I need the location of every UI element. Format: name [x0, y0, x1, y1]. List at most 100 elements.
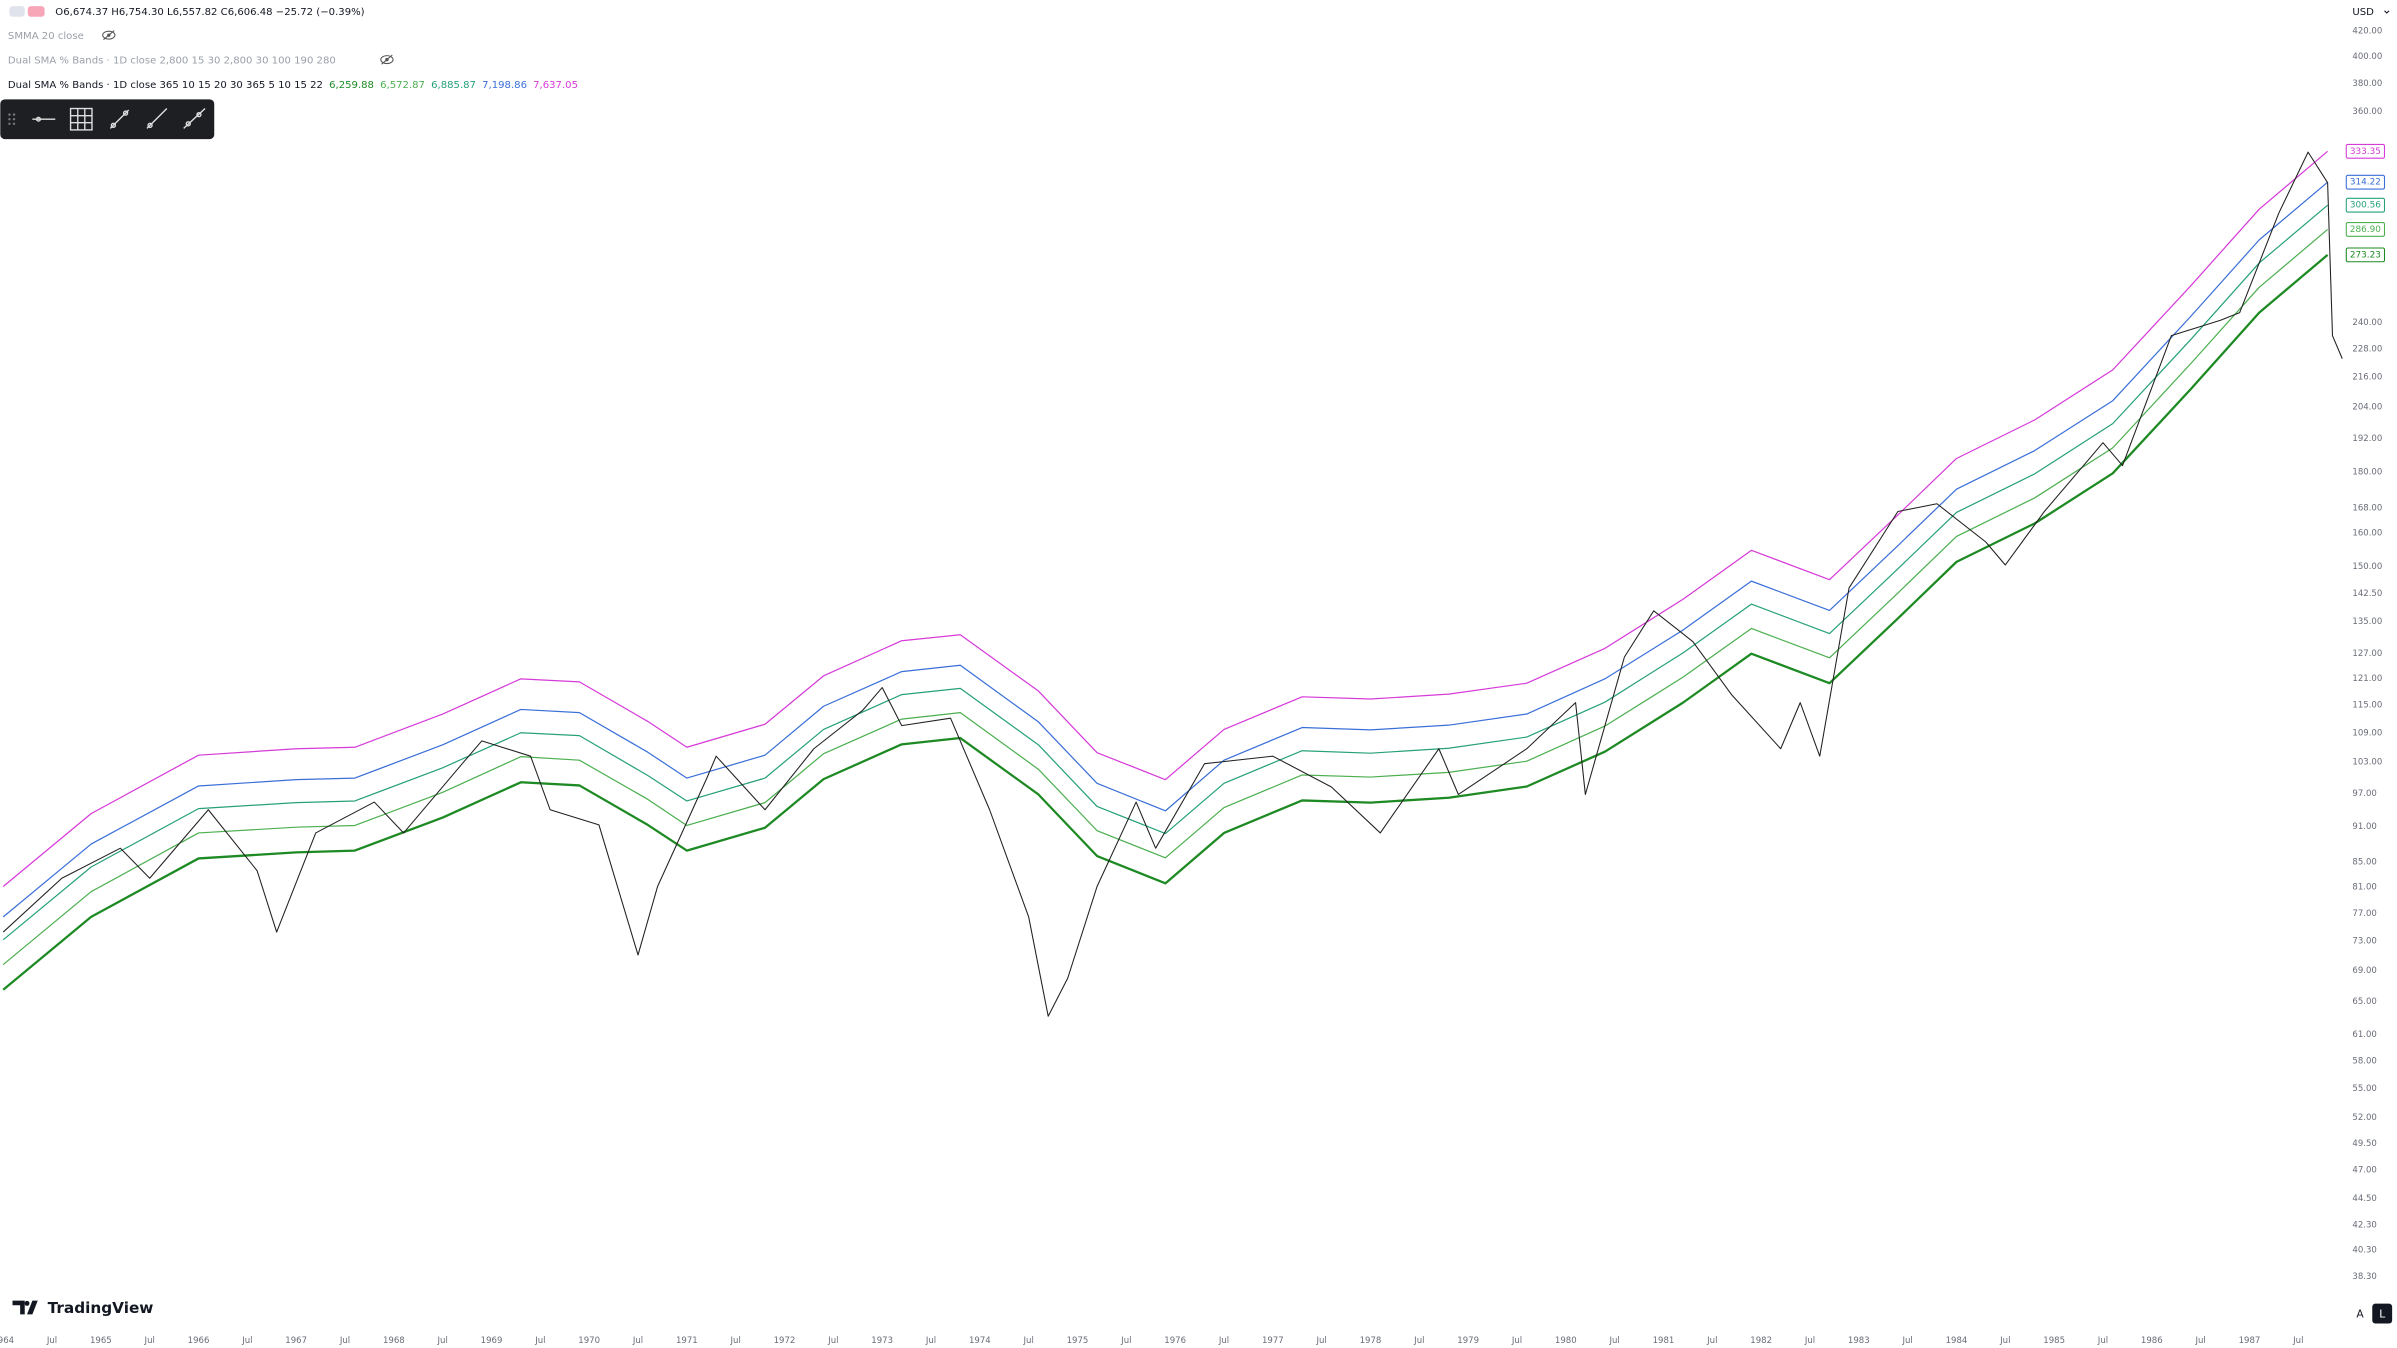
legend-value: 6,572.87 [380, 80, 425, 91]
band-line [2, 150, 2329, 887]
x-tick-label: 1986 [2141, 1336, 2163, 1346]
x-tick-label: Jul [1413, 1336, 1424, 1346]
x-tick-label: 1965 [90, 1336, 112, 1346]
y-tick-label: 109.00 [2352, 728, 2382, 738]
y-tick-label: 85.00 [2352, 858, 2376, 868]
tool-grid[interactable] [69, 107, 93, 131]
x-tick-label: 1969 [481, 1336, 503, 1346]
x-tick-label: 1981 [1653, 1336, 1675, 1346]
y-tick-label: 69.00 [2352, 966, 2376, 976]
last-value-badge [2345, 222, 2386, 237]
y-tick-label: 55.00 [2352, 1084, 2376, 1094]
last-value-badge [2345, 143, 2386, 159]
y-tick-label: 168.00 [2352, 503, 2382, 513]
x-tick-label: 1970 [578, 1336, 600, 1346]
hidden-eye-icon[interactable] [102, 30, 116, 41]
x-tick-label: Jul [2194, 1336, 2205, 1346]
y-tick-label: 228.00 [2352, 344, 2382, 354]
x-tick-label: 1974 [969, 1336, 991, 1346]
y-tick-label: 103.00 [2352, 758, 2382, 768]
y-tick-label: 142.50 [2352, 589, 2382, 599]
x-tick-label: Jul [339, 1336, 350, 1346]
x-tick-label: 1975 [1067, 1336, 1089, 1346]
hidden-eye-icon[interactable] [380, 54, 394, 65]
symbol-icon[interactable] [27, 6, 45, 17]
y-tick-label: 400.00 [2352, 52, 2382, 62]
y-tick-label: 91.00 [2352, 822, 2376, 832]
last-value-label: 300.56 [2350, 201, 2381, 211]
drawing-toolbar [0, 99, 215, 140]
indicator-legend[interactable]: Dual SMA % Bands · 1D close 365 10 15 20… [8, 80, 578, 91]
brand-logo: TradingView [12, 1299, 154, 1317]
x-tick-label: Jul [1316, 1336, 1327, 1346]
tool-extended-line[interactable] [183, 108, 206, 129]
y-tick-label: 81.00 [2352, 883, 2376, 893]
tool-ray[interactable] [146, 108, 168, 129]
x-tick-label: Jul [827, 1336, 838, 1346]
tool-trend-line[interactable] [109, 109, 130, 129]
last-value-label: 273.23 [2350, 250, 2381, 260]
brand-name: TradingView [48, 1299, 154, 1317]
x-tick-label: 1984 [1946, 1336, 1968, 1346]
x-tick-label: Jul [1999, 1336, 2010, 1346]
scale-log-button[interactable]: L [2372, 1303, 2393, 1324]
x-tick-label: Jul [1609, 1336, 1620, 1346]
y-tick-label: 49.50 [2352, 1139, 2376, 1149]
y-tick-label: 360.00 [2352, 107, 2382, 117]
x-tick-label: Jul [144, 1336, 155, 1346]
y-tick-label: 115.00 [2352, 700, 2382, 710]
axes: 1964 Jul 1965 Jul 1966 Jul 1967 Jul 1968 Jul 1969 J… [0, 27, 2386, 1346]
y-tick-label: 47.00 [2352, 1166, 2376, 1176]
x-tick-label: Jul [46, 1336, 57, 1346]
y-tick-label: 58.00 [2352, 1056, 2376, 1066]
y-tick-label: 240.00 [2352, 318, 2382, 328]
x-tick-label: Jul [1218, 1336, 1229, 1346]
last-value-label: 314.22 [2350, 178, 2381, 188]
y-tick-label: 216.00 [2352, 373, 2382, 383]
y-tick-label: 150.00 [2352, 562, 2382, 572]
currency-dropdown[interactable] [2384, 10, 2390, 14]
currency-label[interactable]: USD [2352, 7, 2374, 18]
x-tick-label: Jul [1706, 1336, 1717, 1346]
scale-log-label: L [2379, 1307, 2385, 1320]
y-tick-label: 127.00 [2352, 649, 2382, 659]
y-tick-label: 204.00 [2352, 402, 2382, 412]
x-tick-label: Jul [2097, 1336, 2108, 1346]
indicator-label[interactable]: SMMA 20 close [8, 31, 84, 42]
legend-value: 6,259.88 [329, 80, 374, 91]
y-tick-label: 77.00 [2352, 909, 2376, 919]
y-tick-label: 97.00 [2352, 789, 2376, 799]
collapse-icon[interactable] [9, 6, 25, 17]
y-tick-label: 180.00 [2352, 467, 2382, 477]
x-tick-label: 1979 [1457, 1336, 1479, 1346]
scale-auto-button[interactable]: A [2350, 1303, 2370, 1324]
x-tick-label: 1982 [1750, 1336, 1772, 1346]
legend-value: 7,198.86 [482, 80, 527, 91]
y-tick-label: 192.00 [2352, 434, 2382, 444]
x-tick-label: 1966 [188, 1336, 210, 1346]
y-tick-label: 160.00 [2352, 529, 2382, 539]
band-line [2, 254, 2329, 991]
x-tick-label: Jul [1511, 1336, 1522, 1346]
x-tick-label: Jul [534, 1336, 545, 1346]
price-line [2, 151, 2343, 1017]
x-tick-label: 1964 [0, 1336, 14, 1346]
x-tick-label: Jul [730, 1336, 741, 1346]
x-tick-label: 1976 [1164, 1336, 1186, 1346]
y-tick-label: 61.00 [2352, 1030, 2376, 1040]
y-tick-label: 121.00 [2352, 674, 2382, 684]
x-tick-label: 1980 [1555, 1336, 1577, 1346]
ohlc-values: O6,674.37 H6,754.30 L6,557.82 C6,606.48 … [55, 7, 364, 18]
y-tick-label: 65.00 [2352, 997, 2376, 1007]
band-line [2, 228, 2329, 966]
y-tick-label: 40.30 [2352, 1246, 2376, 1256]
y-tick-label: 44.50 [2352, 1194, 2376, 1204]
x-tick-label: 1971 [676, 1336, 698, 1346]
x-tick-label: 1968 [383, 1336, 405, 1346]
last-value-label: 286.90 [2350, 225, 2381, 235]
indicator-label[interactable]: Dual SMA % Bands · 1D close 2,800 15 30 … [8, 55, 336, 66]
x-tick-label: Jul [632, 1336, 643, 1346]
tool-horizontal-line[interactable] [32, 116, 56, 122]
scale-auto-label: A [2356, 1307, 2364, 1320]
